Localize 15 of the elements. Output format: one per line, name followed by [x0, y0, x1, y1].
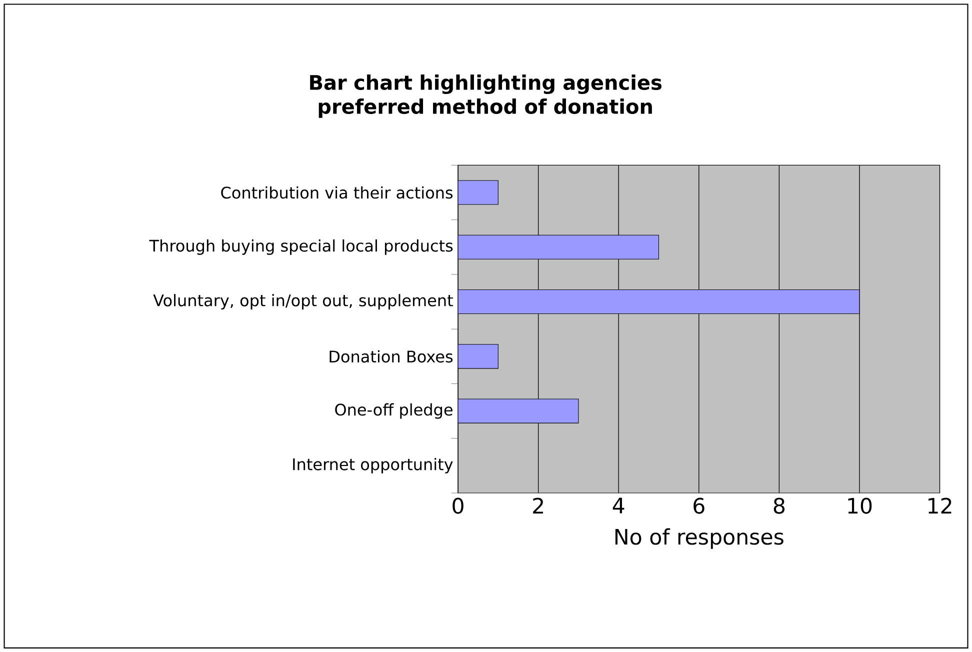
y-tick-label: Donation Boxes — [330, 350, 453, 363]
y-tick-label: One-off pledge — [335, 403, 452, 419]
x-tick-label: 10 — [848, 498, 872, 514]
x-axis-title: No of responses — [615, 528, 784, 549]
y-tick-label: Internet opportunity — [293, 458, 453, 474]
y-tick-label: Voluntary, opt in/opt out, supplement — [153, 294, 453, 310]
y-tick-label: Through buying special local products — [149, 239, 453, 255]
x-tick-label: 2 — [533, 498, 543, 514]
x-tick-label: 12 — [928, 498, 952, 514]
y-tick-label: Contribution via their actions — [221, 186, 453, 199]
x-tick-label: 8 — [774, 498, 784, 514]
x-tick-label: 4 — [612, 498, 624, 514]
x-tick-label: 6 — [694, 498, 704, 514]
chart-title: Bar chart highlighting agencies preferred method of donation — [310, 74, 662, 118]
x-tick-label: 0 — [452, 498, 464, 514]
